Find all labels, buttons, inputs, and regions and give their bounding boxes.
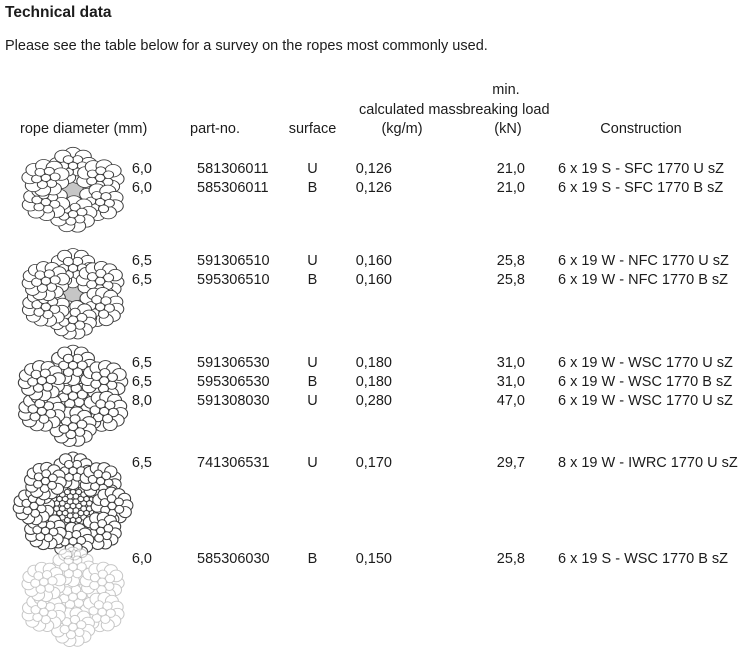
- surface-value: U: [307, 455, 318, 471]
- mass-value: 0,126: [355, 180, 392, 196]
- rope-diameter-value: 6,0: [131, 551, 152, 567]
- surface-value: U: [307, 253, 318, 269]
- construction-value: 6 x 19 S - SFC 1770 U sZ: [558, 161, 725, 177]
- mass-value: 0,180: [355, 374, 392, 390]
- construction-value: 6 x 19 S - SFC 1770 B sZ: [558, 180, 724, 196]
- part-no-value: 591306510: [197, 253, 270, 269]
- table-row: 6,5 591306510 U 0,160 25,8 6 x 19 W - NF…: [0, 252, 738, 271]
- surface-value: B: [307, 180, 318, 196]
- mass-value: 0,160: [355, 253, 392, 269]
- rope-diameter-value: 6,5: [131, 272, 152, 288]
- part-no-value: 591306530: [197, 355, 270, 371]
- breaking-load-value: 31,0: [496, 355, 525, 371]
- part-no-value: 585306011: [197, 180, 269, 196]
- rope-diameter-value: 6,0: [131, 180, 152, 196]
- table-row: 6,0 585306030 B 0,150 25,8 6 x 19 S - WS…: [0, 550, 738, 569]
- construction-value: 6 x 19 W - NFC 1770 B sZ: [558, 272, 729, 288]
- mass-value: 0,126: [355, 161, 392, 177]
- surface-value: U: [307, 393, 318, 409]
- table-row: 6,5 741306531 U 0,170 29,7 8 x 19 W - IW…: [0, 454, 738, 473]
- breaking-load-value: 25,8: [496, 551, 525, 567]
- mass-value: 0,150: [355, 551, 392, 567]
- part-no-value: 595306530: [197, 374, 270, 390]
- surface-value: B: [307, 272, 318, 288]
- rope-section-6x19S-WSC-icon: [21, 546, 125, 647]
- part-no-value: 585306030: [197, 551, 270, 567]
- header-surface: surface: [288, 121, 337, 137]
- intro-text: Please see the table below for a survey …: [5, 38, 488, 54]
- rope-section-6x19S-SFC-icon: [21, 146, 125, 233]
- surface-value: U: [307, 355, 318, 371]
- header-rope-diameter: rope diameter (mm): [20, 121, 148, 137]
- construction-value: 8 x 19 W - IWRC 1770 U sZ: [558, 455, 738, 471]
- rope-diameter-value: 6,5: [131, 355, 152, 371]
- construction-value: 6 x 19 W - NFC 1770 U sZ: [558, 253, 729, 269]
- table-row: 6,0 585306011 B 0,126 21,0 6 x 19 S - SF…: [0, 179, 738, 198]
- rope-diameter-value: 6,5: [131, 253, 152, 269]
- breaking-load-value: 25,8: [496, 272, 525, 288]
- table-row: 6,5 595306510 B 0,160 25,8 6 x 19 W - NF…: [0, 271, 738, 290]
- table-row: 8,0 591308030 U 0,280 47,0 6 x 19 W - WS…: [0, 392, 738, 411]
- breaking-load-value: 47,0: [496, 393, 525, 409]
- rope-section-8x19W-IWRC-icon: [12, 451, 134, 561]
- rope-diameter-value: 6,5: [131, 374, 152, 390]
- header-breaking-load: breaking load: [462, 102, 550, 118]
- rope-diameter-value: 6,5: [131, 455, 152, 471]
- construction-value: 6 x 19 S - WSC 1770 B sZ: [558, 551, 729, 567]
- table-row: 6,0 581306011 U 0,126 21,0 6 x 19 S - SF…: [0, 160, 738, 179]
- breaking-load-value: 25,8: [496, 253, 525, 269]
- header-kg-m: (kg/m): [381, 121, 423, 137]
- rope-diameter-value: 8,0: [131, 393, 152, 409]
- table-row: 6,5 591306530 U 0,180 31,0 6 x 19 W - WS…: [0, 354, 738, 373]
- construction-value: 6 x 19 W - WSC 1770 U sZ: [558, 393, 733, 409]
- breaking-load-value: 21,0: [496, 161, 525, 177]
- header-part-no: part-no.: [190, 121, 240, 137]
- part-no-value: 591308030: [197, 393, 270, 409]
- table-row: 6,5 595306530 B 0,180 31,0 6 x 19 W - WS…: [0, 373, 738, 392]
- construction-value: 6 x 19 W - WSC 1770 B sZ: [558, 374, 733, 390]
- surface-value: B: [307, 374, 318, 390]
- header-calculated-mass: calculated mass: [359, 102, 463, 118]
- header-min: min.: [492, 82, 520, 98]
- breaking-load-value: 29,7: [496, 455, 525, 471]
- mass-value: 0,170: [355, 455, 392, 471]
- rope-section-6x19W-WSC-icon: [17, 344, 129, 447]
- construction-value: 6 x 19 W - WSC 1770 U sZ: [558, 355, 733, 371]
- mass-value: 0,160: [355, 272, 392, 288]
- mass-value: 0,280: [355, 393, 392, 409]
- header-construction: Construction: [600, 121, 682, 137]
- surface-value: B: [307, 551, 318, 567]
- part-no-value: 741306531: [197, 455, 270, 471]
- page-title: Technical data: [5, 4, 112, 21]
- rope-section-6x19W-NFC-icon: [21, 248, 125, 340]
- breaking-load-value: 31,0: [496, 374, 525, 390]
- mass-value: 0,180: [355, 355, 392, 371]
- rope-diameter-value: 6,0: [131, 161, 152, 177]
- part-no-value: 581306011: [197, 161, 269, 177]
- part-no-value: 595306510: [197, 272, 270, 288]
- header-kn: (kN): [494, 121, 522, 137]
- surface-value: U: [307, 161, 318, 177]
- breaking-load-value: 21,0: [496, 180, 525, 196]
